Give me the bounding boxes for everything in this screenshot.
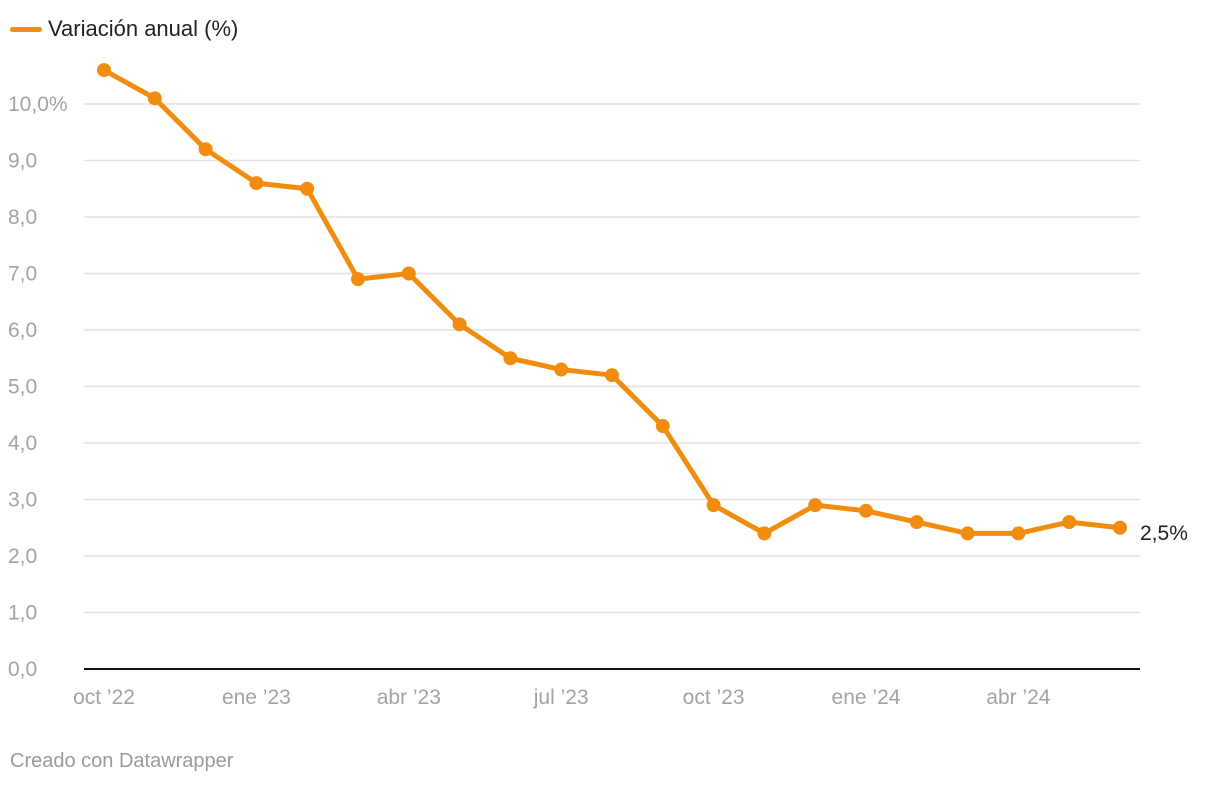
data-point [859,503,873,518]
x-tick-label: abr ’23 [377,686,441,709]
footer-credit: Creado con Datawrapper [10,750,234,772]
data-point [503,351,518,366]
legend-swatch [10,26,42,32]
y-tick-label: 8,0 [8,206,37,229]
x-tick-label: ene ’23 [222,686,291,709]
y-tick-label: 10,0% [8,93,68,116]
x-tick-label: oct ’23 [683,686,745,709]
data-point [351,272,365,287]
data-point [706,498,721,513]
y-tick-label: 0,0 [8,658,37,681]
x-tick-label: oct ’22 [73,686,135,709]
y-tick-label: 7,0 [8,263,37,286]
y-tick-label: 1,0 [8,602,37,625]
data-point [249,176,264,191]
data-point [960,526,975,541]
y-tick-label: 9,0 [8,150,37,173]
data-point [452,317,467,332]
data-point [1011,526,1026,541]
data-point [300,181,315,196]
data-point [97,63,111,78]
data-point [655,419,670,434]
end-value-label: 2,5% [1140,522,1188,545]
y-tick-label: 6,0 [8,319,37,342]
data-point [1113,520,1127,535]
y-tick-label: 4,0 [8,432,37,455]
y-tick-label: 5,0 [8,376,37,399]
x-tick-label: abr ’24 [986,686,1051,709]
x-tick-label: jul ’23 [533,686,589,709]
data-point [147,91,162,106]
data-point [1062,515,1077,530]
series-line [101,67,1123,536]
x-tick-label: ene ’24 [832,686,901,709]
data-point [605,368,619,383]
data-point [401,266,416,281]
legend-label: Variación anual (%) [48,16,239,41]
y-tick-label: 2,0 [8,545,37,568]
data-point [554,362,569,377]
data-point [808,498,823,513]
legend: Variación anual (%) [10,16,238,42]
y-tick-label: 3,0 [8,489,37,512]
data-point [757,526,772,541]
data-point [198,142,213,157]
data-point [909,515,924,530]
